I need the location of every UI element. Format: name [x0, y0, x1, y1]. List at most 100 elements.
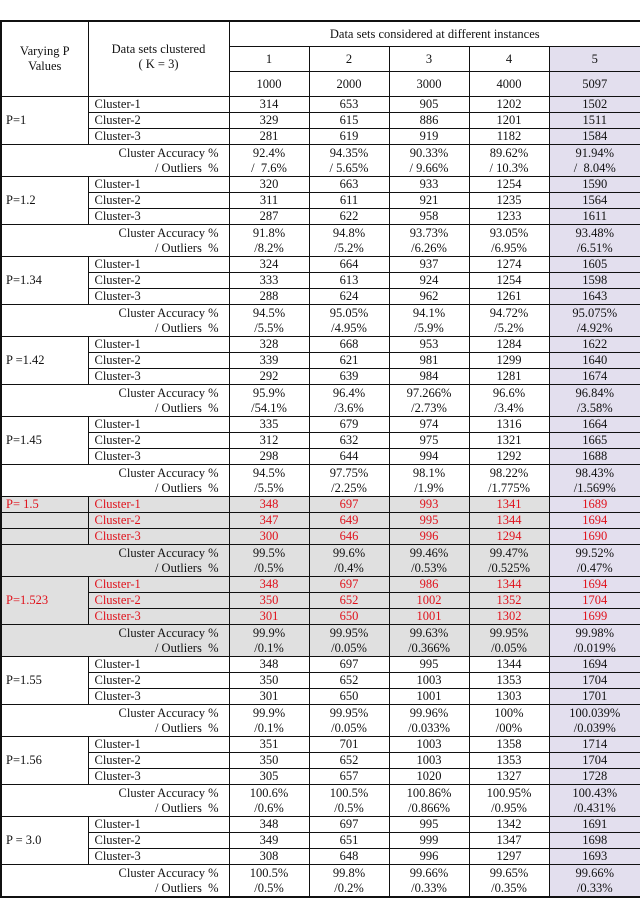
cluster-count: 652: [308, 672, 390, 689]
accuracy-percent: 99.95%: [489, 625, 529, 640]
accuracy-percent: 89.62%: [489, 145, 529, 160]
cluster-count: 962: [388, 288, 470, 305]
accuracy-percent: 99.5%: [252, 545, 286, 560]
cluster-row: Cluster-2 350 652 1002 1352 1704: [1, 592, 640, 609]
cluster-count: 668: [308, 336, 390, 353]
cluster-name: Cluster-3: [87, 448, 230, 465]
cluster-row: Cluster-2 312 632 975 1321 1665: [1, 432, 640, 449]
outliers-percent: /0.033%: [407, 720, 450, 735]
cluster-row: P=1.56 Cluster-1 351 701 1003 1358 1714: [0, 736, 640, 785]
accuracy-value: 91.94%/ 8.04%: [548, 144, 640, 177]
accuracy-percent: 92.4%: [252, 145, 286, 160]
cluster-name: Cluster-2: [87, 832, 230, 849]
cluster-count: 619: [308, 128, 390, 145]
cluster-count: 994: [388, 448, 470, 465]
results-table: Varying P Values Data sets clustered ( K…: [0, 20, 640, 898]
accuracy-percent: 100.43%: [572, 785, 618, 800]
accuracy-value: 99.6%/0.4%: [308, 544, 390, 577]
clustered-header: Data sets clustered ( K = 3): [87, 20, 230, 97]
accuracy-value: 100%/00%: [468, 704, 550, 737]
accuracy-value: 100.86%/0.866%: [388, 784, 470, 817]
cluster-count: 953: [388, 336, 470, 353]
instance-number: 2: [308, 46, 390, 72]
cluster-count: 324: [228, 256, 310, 273]
cluster-count: 1344: [468, 576, 550, 593]
cluster-count: 1665: [548, 432, 640, 449]
cluster-count: 995: [388, 512, 470, 529]
outliers-percent: / 5.65%: [329, 160, 369, 175]
accuracy-row: Cluster Accuracy % / Outliers % 95.9%/54.…: [0, 384, 640, 417]
accuracy-value: 99.96%/0.033%: [388, 704, 470, 737]
p-value-label: P=1.56: [0, 736, 89, 785]
cluster-count: 701: [308, 736, 390, 753]
accuracy-value: 100.95%/0.95%: [468, 784, 550, 817]
cluster-count: 314: [228, 96, 310, 113]
accuracy-percent: 99.9%: [252, 625, 286, 640]
varying-p-header: Varying P Values: [0, 20, 89, 97]
accuracy-percent: 95.9%: [252, 385, 286, 400]
cluster-name: Cluster-2: [87, 672, 230, 689]
cluster-count: 639: [308, 368, 390, 385]
accuracy-row: Cluster Accuracy % / Outliers % 99.5%/0.5…: [0, 544, 640, 577]
outliers-percent: /2.25%: [331, 480, 367, 495]
cluster-count: 1701: [548, 688, 640, 705]
cluster-count: 1704: [548, 592, 640, 609]
cluster-row: Cluster-3 298 644 994 1292 1688: [1, 448, 640, 465]
instance-size: 4000: [468, 71, 550, 97]
p-value-label: P= 1.5: [0, 496, 89, 513]
cluster-row: P =1.42 Cluster-1 328 668 953 1284 1622: [0, 336, 640, 385]
accuracy-value: 99.95%/0.05%: [468, 624, 550, 657]
accuracy-percent: 99.6%: [332, 545, 366, 560]
cluster-count: 350: [228, 672, 310, 689]
cluster-name: Cluster-2: [87, 352, 230, 369]
outliers-percent: /0.5%: [334, 800, 364, 815]
cluster-name: Cluster-2: [87, 272, 230, 289]
cluster-count: 1704: [548, 672, 640, 689]
accuracy-value: 95.9%/54.1%: [228, 384, 310, 417]
p-value-label: P=1.523: [0, 576, 89, 625]
accuracy-percent: 94.5%: [252, 305, 286, 320]
cluster-count: 650: [308, 688, 390, 705]
outliers-percent: /0.431%: [573, 800, 616, 815]
outliers-percent: /3.4%: [494, 400, 524, 415]
cluster-count: 1261: [468, 288, 550, 305]
accuracy-percent: 90.33%: [409, 145, 449, 160]
cluster-count: 652: [308, 592, 390, 609]
cluster-count: 1584: [548, 128, 640, 145]
outliers-percent: /5.2%: [494, 320, 524, 335]
cluster-name: Cluster-2: [87, 592, 230, 609]
cluster-count: 1704: [548, 752, 640, 769]
outliers-percent: /0.95%: [491, 800, 527, 815]
cluster-row: Cluster-2 333 613 924 1254 1598: [1, 272, 640, 289]
outliers-percent: /0.05%: [331, 640, 367, 655]
accuracy-percent: 100.86%: [406, 785, 452, 800]
cluster-name: Cluster-3: [87, 688, 230, 705]
outliers-percent: / 10.3%: [489, 160, 529, 175]
accuracy-value: 93.48%/6.51%: [548, 224, 640, 257]
cluster-name: Cluster-1: [87, 176, 230, 193]
cluster-count: 1294: [468, 528, 550, 545]
cluster-count: 622: [308, 208, 390, 225]
accuracy-label: Cluster Accuracy % / Outliers %: [0, 144, 230, 177]
accuracy-percent: 94.8%: [332, 225, 366, 240]
outliers-percent: /0.5%: [254, 560, 284, 575]
instance-size: 1000: [228, 71, 310, 97]
accuracy-value: 95.075%/4.92%: [548, 304, 640, 337]
cluster-count: 1511: [548, 112, 640, 129]
outliers-percent: /0.53%: [411, 560, 447, 575]
cluster-count: 333: [228, 272, 310, 289]
cluster-name: Cluster-1: [87, 96, 230, 113]
accuracy-percent: 93.73%: [409, 225, 449, 240]
accuracy-percent: 97.266%: [406, 385, 452, 400]
cluster-count: 1344: [468, 512, 550, 529]
cluster-count: 301: [228, 608, 310, 625]
accuracy-row: Cluster Accuracy % / Outliers % 94.5%/5.5…: [0, 464, 640, 497]
cluster-count: 1622: [548, 336, 640, 353]
cluster-count: 1254: [468, 272, 550, 289]
cluster-count: 984: [388, 368, 470, 385]
accuracy-value: 93.05%/6.95%: [468, 224, 550, 257]
p-value-label: P =1.42: [0, 336, 89, 385]
accuracy-percent: 99.65%: [489, 865, 529, 880]
cluster-count: 1605: [548, 256, 640, 273]
cluster-row: Cluster-2 339 621 981 1299 1640: [1, 352, 640, 369]
